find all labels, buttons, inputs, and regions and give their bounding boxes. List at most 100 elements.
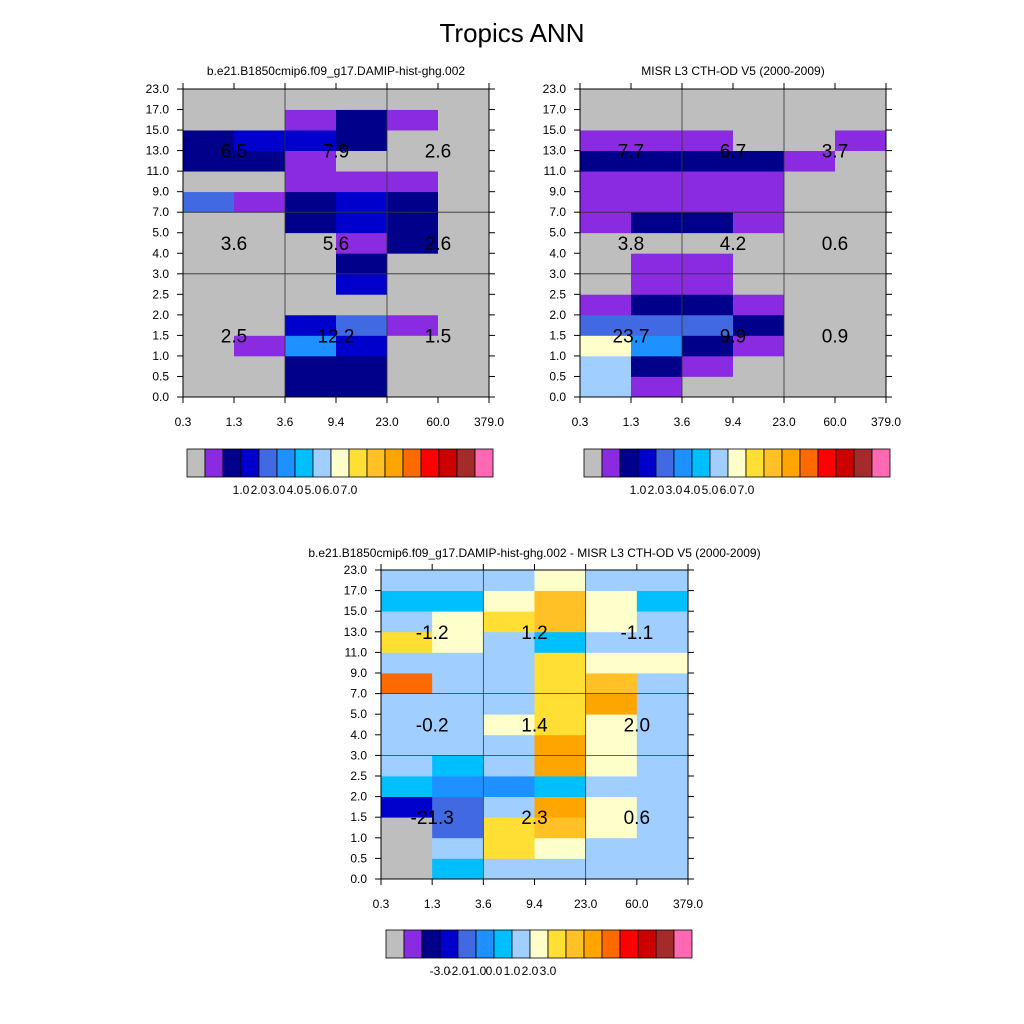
heatmap-cell	[285, 376, 337, 398]
colorbar-box	[835, 448, 855, 478]
colorbar-box	[294, 448, 314, 478]
region-value-label: -21.3	[411, 808, 454, 829]
y-tick-label: 1.0	[152, 349, 169, 363]
colorbar-tick-label: 2.0	[251, 483, 268, 497]
heatmap-cell	[438, 89, 490, 110]
heatmap-cell	[381, 734, 433, 756]
heatmap-cell	[483, 693, 535, 715]
heatmap-cell	[285, 212, 337, 234]
heatmap-cell	[183, 150, 235, 172]
heatmap-cell	[234, 335, 286, 357]
heatmap-cell	[580, 212, 632, 234]
heatmap-cell	[835, 376, 887, 398]
colorbar-box	[619, 448, 639, 478]
heatmap-cell	[733, 273, 785, 295]
colorbar-box	[366, 448, 386, 478]
heatmap-cell	[835, 355, 887, 377]
heatmap-cell	[483, 590, 535, 612]
heatmap-cell	[580, 109, 632, 131]
heatmap-cell	[682, 191, 734, 213]
colorbar-box	[619, 929, 639, 959]
heatmap-cell	[585, 837, 638, 859]
heatmap-cell	[285, 273, 337, 295]
heatmap-cell	[580, 294, 632, 316]
heatmap-cell	[381, 611, 433, 633]
heatmap-cell	[285, 171, 337, 193]
heatmap-cell	[682, 376, 734, 398]
y-tick-label: 0.0	[350, 872, 367, 886]
heatmap-cell	[483, 714, 535, 736]
region-value-label: 0.6	[624, 808, 650, 829]
colorbar-box	[817, 448, 837, 478]
heatmap-cell	[387, 335, 439, 357]
panel-title: MISR L3 CTH-OD V5 (2000-2009)	[641, 64, 824, 78]
heatmap-cell	[234, 314, 286, 336]
heatmap-cell	[234, 109, 286, 131]
heatmap-cell	[381, 776, 433, 797]
heatmap-cell	[285, 355, 337, 377]
y-tick-label: 5.0	[549, 226, 566, 240]
colorbar-box	[655, 929, 675, 959]
heatmap-cell	[438, 314, 490, 336]
heatmap-cell	[336, 171, 388, 193]
heatmap-cell	[835, 294, 887, 316]
heatmap-cell	[631, 89, 683, 110]
y-tick-label: 4.0	[152, 246, 169, 260]
heatmap-cell	[733, 130, 785, 151]
colorbar-tick-label: 2.0	[648, 483, 665, 497]
heatmap-cell	[580, 130, 632, 151]
heatmap-cell	[733, 89, 785, 110]
x-tick-label: 1.3	[424, 897, 441, 911]
page-title: Tropics ANN	[440, 18, 585, 48]
heatmap-cell	[183, 335, 235, 357]
heatmap-cell	[585, 858, 638, 880]
heatmap-cell	[438, 376, 490, 398]
heatmap-cell	[580, 89, 632, 110]
heatmap-cell	[483, 817, 535, 839]
heatmap-cell	[336, 376, 388, 398]
colorbar-tick-label: 7.0	[341, 483, 358, 497]
x-tick-label: 1.3	[226, 415, 243, 429]
heatmap-cell	[432, 631, 484, 653]
heatmap-cell	[234, 89, 286, 110]
heatmap-cell	[387, 130, 439, 151]
heatmap-cell	[387, 376, 439, 398]
heatmap-cell	[483, 673, 535, 694]
heatmap-cell	[682, 109, 734, 131]
heatmap-cell	[387, 212, 439, 234]
heatmap-cell	[585, 652, 638, 674]
heatmap-cell	[585, 714, 638, 736]
y-tick-label: 17.0	[344, 584, 368, 598]
y-tick-label: 13.0	[543, 144, 567, 158]
heatmap-cell	[682, 335, 734, 357]
heatmap-cell	[784, 150, 836, 172]
colorbar-box	[222, 448, 242, 478]
colorbar-box	[457, 929, 477, 959]
heatmap-cell	[636, 652, 689, 674]
heatmap-cell	[580, 273, 632, 295]
colorbar-tick-label: 7.0	[738, 483, 755, 497]
region-value-label: 2.5	[221, 326, 247, 347]
region-value-label: 0.9	[822, 326, 848, 347]
heatmap-cell	[438, 273, 490, 295]
heatmap-cell	[234, 376, 286, 398]
heatmap-cell	[835, 130, 887, 151]
colorbar-box	[186, 448, 206, 478]
colorbar-box	[601, 929, 621, 959]
heatmap-cell	[234, 294, 286, 316]
colorbar-box	[637, 448, 657, 478]
heatmap-cell	[835, 335, 887, 357]
colorbar-box	[258, 448, 278, 478]
heatmap-cell	[784, 212, 836, 234]
colorbar-box	[583, 448, 603, 478]
heatmap-cell	[835, 232, 887, 254]
heatmap-cell	[636, 693, 689, 715]
heatmap-cell	[784, 273, 836, 295]
region-value-label: 1.5	[425, 326, 451, 347]
heatmap-cell	[631, 191, 683, 213]
colorbar-box	[691, 448, 711, 478]
heatmap-cell	[234, 191, 286, 213]
panel-observation: MISR L3 CTH-OD V5 (2000-2009) 0.0 0.5 1.0 1.…	[543, 64, 902, 497]
y-tick-label: 4.0	[549, 246, 566, 260]
heatmap-cell	[336, 109, 388, 131]
